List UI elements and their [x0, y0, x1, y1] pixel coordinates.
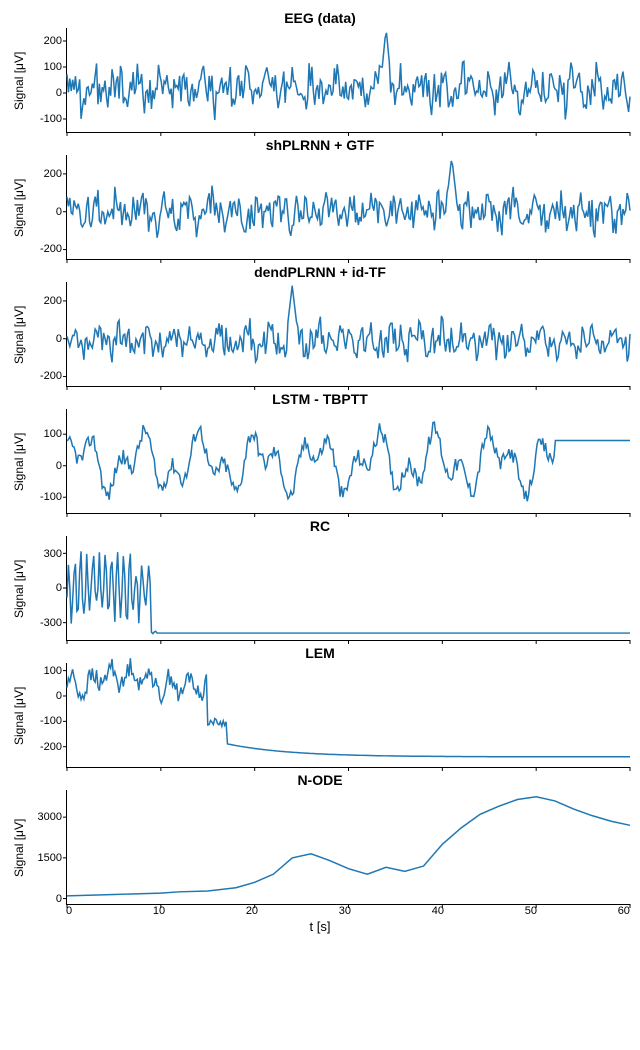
ylabel: Signal [μV]: [10, 155, 28, 260]
yticks: 200 0 -200: [28, 155, 66, 260]
panel-title: dendPLRNN + id-TF: [10, 264, 630, 280]
yticks: 200 0 -200: [28, 282, 66, 387]
ytick-label: 0: [28, 207, 62, 218]
xtick-label: 20: [246, 905, 258, 917]
yticks: 200 100 0 -100: [28, 28, 66, 133]
ytick-label: 100: [28, 666, 62, 677]
ytick-label: 0: [28, 583, 62, 594]
yticks: 3000 1500 0: [28, 790, 66, 905]
signal-line: [67, 551, 630, 633]
ytick-label: 200: [28, 36, 62, 47]
ytick-label: -100: [28, 716, 62, 727]
ytick-label: -200: [28, 244, 62, 255]
figure-container: EEG (data)Signal [μV]2001000-100shPLRNN …: [10, 10, 630, 934]
chart-area: [66, 536, 630, 641]
chart-area: [66, 663, 630, 768]
xlabel: t [s]: [10, 919, 630, 934]
ytick-label: 3000: [28, 812, 62, 823]
ylabel: Signal [μV]: [10, 28, 28, 133]
signal-line: [67, 422, 630, 501]
chart-area: [66, 155, 630, 260]
signal-line: [67, 658, 630, 757]
xtick-label: 60: [618, 905, 630, 917]
ytick-label: -100: [28, 114, 62, 125]
chart-area: [66, 790, 630, 905]
ytick-label: -100: [28, 492, 62, 503]
signal-line: [67, 161, 630, 238]
xtick-label: 10: [153, 905, 165, 917]
signal-line: [67, 797, 630, 896]
ytick-label: -200: [28, 371, 62, 382]
ytick-label: 200: [28, 169, 62, 180]
yticks: 100 0 -100 -200: [28, 663, 66, 768]
panel-title: LEM: [10, 645, 630, 661]
ytick-label: 200: [28, 296, 62, 307]
panel-title: EEG (data): [10, 10, 630, 26]
panel-node: N-ODESignal [μV]3000150000102030405060t …: [10, 772, 630, 934]
ylabel: Signal [μV]: [10, 409, 28, 514]
panel-eeg: EEG (data) Signal [μV]200 100 0 -100: [10, 10, 630, 133]
ylabel: Signal [μV]: [10, 536, 28, 641]
ytick-label: 0: [28, 691, 62, 702]
ytick-label: 300: [28, 549, 62, 560]
ytick-label: 100: [28, 429, 62, 440]
panel-shplrnn: shPLRNN + GTF Signal [μV]200 0 -200: [10, 137, 630, 260]
xtick-label: 30: [339, 905, 351, 917]
panel-title: LSTM - TBPTT: [10, 391, 630, 407]
chart-area: [66, 282, 630, 387]
panel-title: shPLRNN + GTF: [10, 137, 630, 153]
yticks: 300 0 -300: [28, 536, 66, 641]
ytick-label: -300: [28, 618, 62, 629]
panel-dendplrnn: dendPLRNN + id-TF Signal [μV]200 0 -200: [10, 264, 630, 387]
yticks: 100 0 -100: [28, 409, 66, 514]
xtick-label: 50: [525, 905, 537, 917]
panel-title: RC: [10, 518, 630, 534]
ytick-label: -200: [28, 742, 62, 753]
chart-area: [66, 28, 630, 133]
panel-rc: RC Signal [μV]300 0 -300: [10, 518, 630, 641]
signal-line: [67, 286, 630, 363]
ytick-label: 0: [28, 334, 62, 345]
chart-area: [66, 409, 630, 514]
panel-lstm: LSTM - TBPTT Signal [μV]100 0 -100: [10, 391, 630, 514]
ylabel: Signal [μV]: [10, 282, 28, 387]
ytick-label: 0: [28, 894, 62, 905]
panel-title: N-ODE: [10, 772, 630, 788]
ytick-label: 1500: [28, 853, 62, 864]
ytick-label: 0: [28, 88, 62, 99]
ytick-label: 0: [28, 461, 62, 472]
ylabel: Signal [μV]: [10, 663, 28, 768]
ylabel: Signal [μV]: [10, 790, 28, 905]
ytick-label: 100: [28, 62, 62, 73]
panel-lem: LEM Signal [μV]100 0 -100 -200: [10, 645, 630, 768]
signal-line: [67, 33, 630, 120]
